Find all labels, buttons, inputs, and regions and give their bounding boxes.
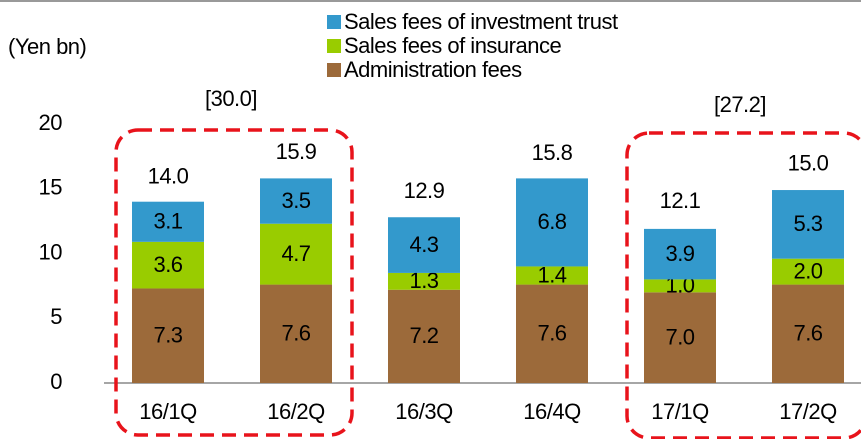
bar-segment <box>644 292 716 383</box>
x-tick-label: 16/4Q <box>523 399 581 424</box>
x-tick-label: 16/3Q <box>395 399 453 424</box>
total-label: 12.9 <box>404 178 445 203</box>
total-label: 12.1 <box>660 188 701 213</box>
bar-segment <box>388 217 460 273</box>
group-box <box>114 128 354 437</box>
bar-segment <box>772 258 844 285</box>
value-label: 7.3 <box>153 323 182 348</box>
total-label: 15.0 <box>788 151 829 176</box>
bar-segment <box>516 178 588 267</box>
legend-label: Sales fees of investment trust <box>344 9 618 34</box>
y-tick-label: 5 <box>50 304 62 329</box>
value-label: 1.4 <box>537 262 566 287</box>
value-label: 7.6 <box>281 321 310 346</box>
value-label: 6.8 <box>537 209 566 234</box>
value-label: 3.1 <box>153 209 182 234</box>
legend-swatch <box>327 39 341 53</box>
total-label: 15.8 <box>532 140 573 165</box>
group-box <box>625 131 861 439</box>
bar-segment <box>388 289 460 383</box>
bar-segment <box>132 201 204 242</box>
annotation: [27.2] <box>714 92 766 117</box>
total-label: 15.9 <box>276 139 317 164</box>
bar-segment <box>772 284 844 383</box>
bar-segment <box>260 178 332 224</box>
y-tick-label: 10 <box>39 239 63 264</box>
total-label: 14.0 <box>148 164 189 189</box>
legend-label: Administration fees <box>344 57 522 82</box>
value-label: 7.6 <box>793 321 822 346</box>
value-label: 4.3 <box>409 232 438 257</box>
y-tick-label: 20 <box>39 110 63 135</box>
value-label: 7.0 <box>665 324 694 349</box>
y-tick-label: 0 <box>50 369 62 394</box>
bar-segment <box>644 279 716 293</box>
bar-segment <box>644 228 716 280</box>
value-label: 5.3 <box>793 211 822 236</box>
bar-segment <box>388 272 460 290</box>
bar-segment <box>132 241 204 289</box>
value-label: 7.6 <box>537 321 566 346</box>
x-tick-label: 16/1Q <box>139 399 197 424</box>
bar-segment <box>260 223 332 285</box>
legend-label: Sales fees of insurance <box>344 33 561 58</box>
legend-swatch <box>327 63 341 77</box>
value-label: 3.9 <box>665 241 694 266</box>
value-label: 4.7 <box>281 241 310 266</box>
legend-swatch <box>327 15 341 29</box>
value-label: 3.6 <box>153 252 182 277</box>
value-label: 7.2 <box>409 323 438 348</box>
bar-segment <box>260 284 332 383</box>
bar-segment <box>772 190 844 259</box>
value-label: 3.5 <box>281 188 310 213</box>
x-tick-label: 17/1Q <box>651 399 709 424</box>
y-tick-label: 15 <box>39 175 63 200</box>
x-tick-label: 16/2Q <box>267 399 325 424</box>
bar-segment <box>516 266 588 285</box>
bar-segment <box>132 288 204 383</box>
y-unit-label: (Yen bn) <box>8 34 86 59</box>
x-tick-label: 17/2Q <box>779 399 837 424</box>
annotation: [30.0] <box>205 86 257 111</box>
bar-segment <box>516 284 588 383</box>
value-label: 2.0 <box>793 258 822 283</box>
